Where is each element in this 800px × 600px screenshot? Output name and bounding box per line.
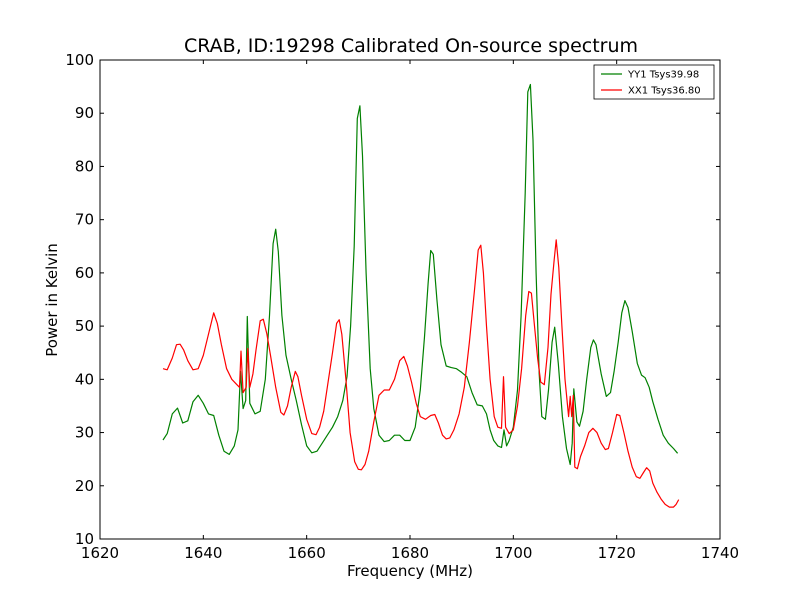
y-tick-label: 100 [65,51,94,69]
y-tick-label: 60 [75,264,94,282]
y-axis-ticks: 10 20 30 40 50 60 70 80 90 100 [65,51,720,548]
x-tick-label: 1620 [81,544,119,562]
y-tick-label: 30 [75,424,94,442]
series-line-yy1 [162,83,679,466]
x-tick-label: 1700 [494,544,532,562]
y-tick-label: 10 [75,530,94,548]
series-layer [162,83,680,508]
x-axis-label: Frequency (MHz) [347,562,473,580]
x-tick-label: 1640 [184,544,222,562]
y-tick-label: 70 [75,211,94,229]
x-tick-label: 1720 [598,544,636,562]
x-tick-label: 1680 [391,544,429,562]
y-tick-label: 80 [75,157,94,175]
y-axis-label: Power in Kelvin [43,243,61,357]
chart-title: CRAB, ID:19298 Calibrated On-source spec… [184,35,638,57]
legend-label-xx1: XX1 Tsys36.80 [628,86,701,97]
y-tick-label: 50 [75,317,94,335]
y-tick-label: 20 [75,477,94,495]
legend-box [593,64,715,100]
plot-frame [99,59,721,540]
x-tick-label: 1740 [701,544,739,562]
series-line-xx1 [162,239,680,508]
y-tick-label: 90 [75,104,94,122]
y-tick-label: 40 [75,370,94,388]
x-axis-ticks: 1620 1640 1660 1680 1700 1720 1740 [81,60,739,562]
legend: YY1 Tsys39.98 XX1 Tsys36.80 [593,64,715,100]
x-tick-label: 1660 [288,544,326,562]
legend-label-yy1: YY1 Tsys39.98 [627,70,699,81]
